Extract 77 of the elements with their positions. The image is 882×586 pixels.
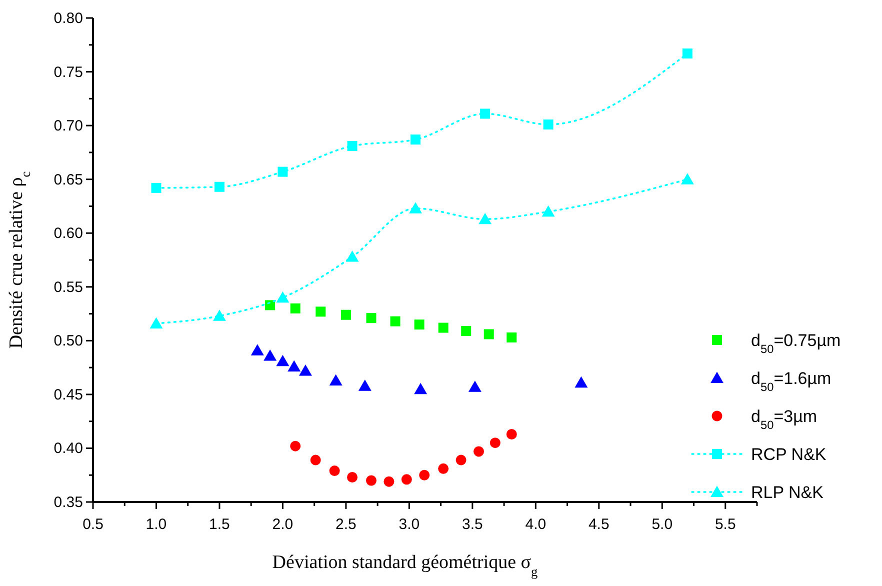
point — [366, 313, 376, 324]
y-tick-label: 0.80 — [54, 10, 83, 27]
y-tick-label: 0.40 — [54, 440, 83, 458]
y-tick-label: 0.45 — [54, 386, 83, 404]
point — [150, 317, 163, 328]
point — [410, 134, 421, 145]
point — [414, 382, 428, 394]
point — [574, 376, 588, 388]
point — [680, 173, 694, 184]
point — [543, 119, 554, 130]
point — [384, 476, 394, 487]
x-tick-label: 3.5 — [462, 516, 483, 533]
point — [490, 438, 500, 448]
legend-label: d$_{50}$=1.6µm — [751, 369, 832, 394]
point — [419, 470, 430, 480]
point — [329, 374, 342, 386]
point — [347, 140, 358, 151]
x-tick-label: 0.5 — [82, 516, 104, 533]
point — [468, 380, 482, 392]
point — [288, 360, 301, 372]
legend-label: d$_{50}$=0.75µm — [751, 331, 841, 356]
point — [214, 182, 224, 192]
point — [682, 48, 692, 58]
point — [506, 428, 517, 440]
point — [390, 316, 400, 326]
point — [265, 300, 276, 310]
legend-label: RLP N&K — [751, 483, 824, 502]
point — [366, 475, 376, 486]
point — [401, 474, 412, 485]
point — [478, 212, 492, 224]
point — [438, 322, 448, 333]
point — [250, 344, 264, 356]
point — [346, 250, 359, 262]
point — [298, 364, 312, 376]
point — [278, 166, 288, 177]
legend-label: RCP N&K — [751, 445, 827, 464]
y-tick-label: 0.55 — [54, 278, 83, 296]
text: 2.0 — [272, 516, 294, 533]
y-tick-label: 0.60 — [54, 225, 83, 242]
y-tick-label: 0.75 — [54, 64, 83, 81]
y-tick-label: 0.70 — [54, 118, 83, 135]
point — [290, 303, 300, 314]
text: 3.0 — [398, 516, 420, 533]
point — [276, 354, 290, 366]
x-tick-label: 2.5 — [336, 516, 356, 533]
point — [340, 310, 351, 320]
point — [310, 454, 321, 466]
point — [212, 310, 226, 321]
point — [438, 463, 449, 474]
point — [506, 332, 517, 342]
x-tick-label: 5.5 — [714, 516, 736, 533]
point — [414, 320, 424, 330]
y-tick-label: 0.35 — [54, 494, 83, 511]
point — [484, 329, 494, 340]
x-axis-title: Déviation standard géométrique σ$_{g}$ — [272, 552, 538, 578]
y-tick-label: 0.50 — [54, 332, 83, 350]
point — [480, 108, 490, 119]
point — [276, 291, 290, 303]
point — [151, 182, 162, 193]
legend-label: d$_{50}$=3µm — [751, 407, 818, 432]
point — [290, 440, 301, 452]
point — [264, 349, 277, 361]
point — [474, 446, 484, 457]
x-tick-label: 1.5 — [209, 516, 230, 533]
text: 1.0 — [146, 516, 167, 533]
point — [409, 202, 422, 214]
point — [461, 326, 472, 336]
point — [329, 466, 340, 476]
point — [358, 380, 372, 391]
y-tick-label: 0.65 — [54, 171, 83, 188]
point — [347, 472, 358, 483]
point — [316, 306, 326, 317]
text: 4.0 — [525, 516, 546, 533]
x-tick-label: 4.5 — [588, 516, 610, 533]
point — [456, 454, 466, 466]
point — [542, 205, 555, 217]
text: 5.0 — [652, 516, 673, 533]
